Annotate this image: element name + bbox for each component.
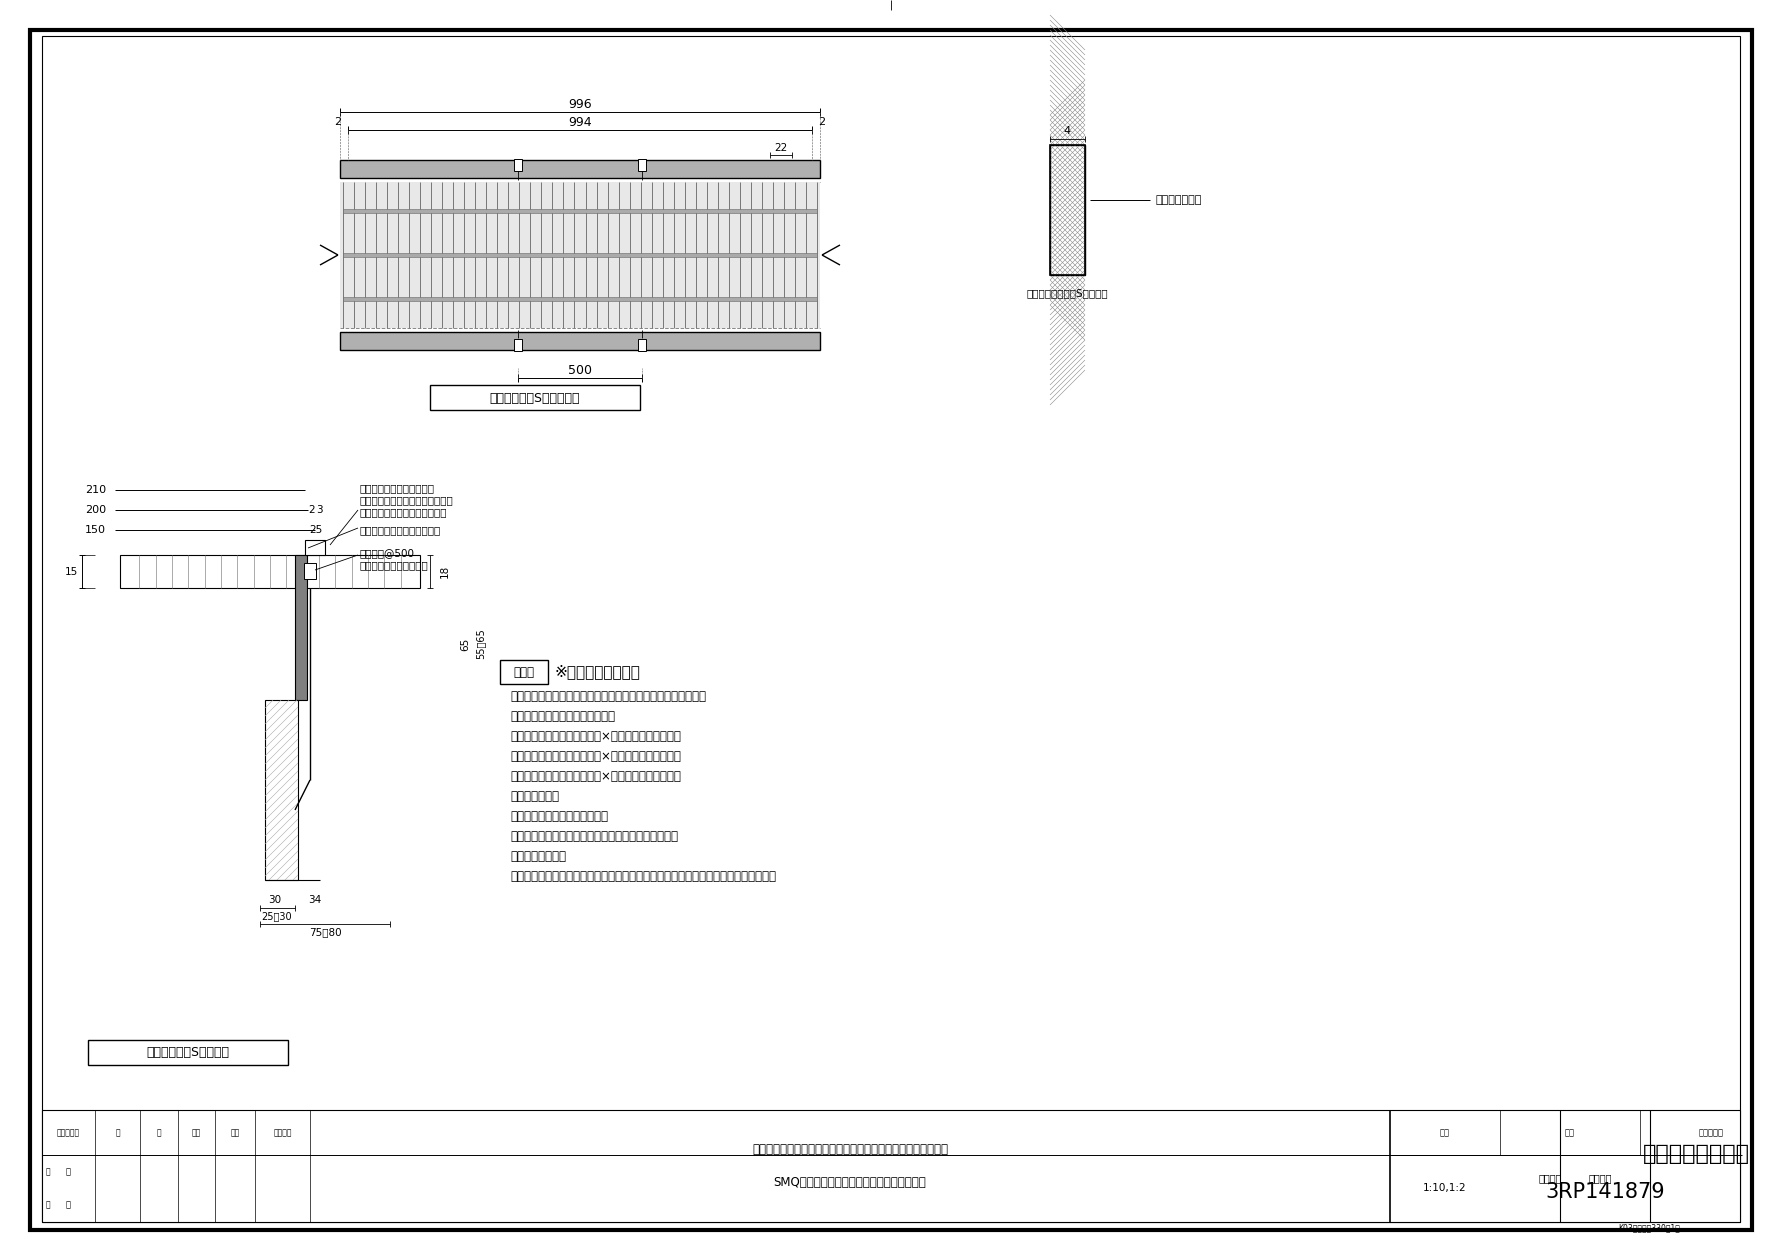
Text: 工事名称: 工事名称: [273, 1128, 292, 1137]
Text: 200: 200: [86, 505, 107, 515]
Bar: [638, 159, 647, 171]
Bar: [342, 297, 816, 301]
Text: 断面詳細図　S＝１：２: 断面詳細図 S＝１：２: [146, 1046, 230, 1060]
Text: 1:10,1:2: 1:10,1:2: [1424, 1183, 1467, 1194]
Text: 65: 65: [460, 637, 470, 651]
Text: 定尺：９９４: 定尺：９９４: [510, 789, 560, 802]
Text: 18: 18: [440, 565, 451, 578]
Text: 150: 150: [86, 525, 105, 535]
Text: 34: 34: [308, 895, 321, 905]
Text: メインバー表面　S＝１：１: メインバー表面 S＝１：１: [1026, 288, 1108, 298]
Text: 210: 210: [86, 485, 107, 495]
Bar: [513, 159, 522, 171]
Bar: [43, 1110, 1739, 1222]
Text: 55〜65: 55〜65: [476, 628, 485, 660]
Text: －: －: [66, 1201, 71, 1210]
Text: 2: 2: [818, 117, 825, 127]
Text: 3RP141879: 3RP141879: [1545, 1182, 1664, 1202]
Text: 縮尺: 縮尺: [1440, 1128, 1451, 1137]
Bar: [340, 183, 820, 329]
Text: クロスバー　ＦＢ３×１０（ＳＵＳ３０４）: クロスバー ＦＢ３×１０（ＳＵＳ３０４）: [510, 749, 681, 763]
Text: 22: 22: [775, 144, 788, 154]
Text: ローレット模様: ローレット模様: [1155, 195, 1201, 205]
Bar: [305, 540, 324, 555]
Bar: [340, 332, 820, 350]
Text: 3: 3: [315, 505, 323, 515]
Bar: [1050, 145, 1085, 274]
Text: ステンレス製受枠　ＲＬ－１５: ステンレス製受枠 ＲＬ－１５: [510, 810, 608, 822]
Text: 滑り止め模様付　横断溝・側溝用: 滑り止め模様付 横断溝・側溝用: [360, 495, 454, 505]
Bar: [305, 563, 315, 579]
Bar: [119, 555, 421, 588]
Text: 2: 2: [308, 505, 315, 515]
Text: カネソウ株式会社: カネソウ株式会社: [1643, 1144, 1750, 1165]
Text: 書: 書: [46, 1201, 50, 1210]
Bar: [87, 1040, 289, 1065]
Text: 石川莉帆: 石川莉帆: [1538, 1173, 1561, 1183]
Text: ステンレス製受枠ＲＬ－１５: ステンレス製受枠ＲＬ－１５: [360, 525, 442, 535]
Text: 996: 996: [568, 97, 592, 111]
Text: 施工場所の状況に合わせて、アンカーをプライヤー等で折り曲げてご使用ください。: 施工場所の状況に合わせて、アンカーをプライヤー等で折り曲げてご使用ください。: [510, 870, 775, 883]
Text: 材質：ステンレス鋼板ｔ＝３．０（ＳＵＳ３０４）: 材質：ステンレス鋼板ｔ＝３．０（ＳＵＳ３０４）: [510, 830, 677, 842]
Bar: [342, 253, 816, 257]
Text: ステンレス製グレーチング　滑り止め模様付　横断溝・側溝用: ステンレス製グレーチング 滑り止め模様付 横断溝・側溝用: [752, 1143, 948, 1156]
Text: 25: 25: [310, 525, 323, 535]
Text: ステンレス製グレーチング　滑り止め模様付　横断溝・側溝用: ステンレス製グレーチング 滑り止め模様付 横断溝・側溝用: [510, 690, 706, 703]
Text: 年・月・日: 年・月・日: [57, 1128, 80, 1137]
Text: 500: 500: [568, 364, 592, 376]
Text: ＳＭＱ　１２０１５（Ｐ＝２２）: ＳＭＱ １２０１５（Ｐ＝２２）: [510, 710, 615, 723]
Bar: [638, 339, 647, 351]
Bar: [501, 660, 549, 684]
Text: 定尺：２０００: 定尺：２０００: [510, 850, 567, 862]
Text: ｔ＝２．０（ＳＥＣＣ）: ｔ＝２．０（ＳＥＣＣ）: [360, 560, 429, 570]
Text: 松崎裕一: 松崎裕一: [1588, 1173, 1611, 1183]
Text: 15: 15: [64, 567, 78, 577]
Text: －: －: [66, 1167, 71, 1176]
Text: サイドバー　ＦＢ４×１５（ＳＵＳ３０４）: サイドバー ＦＢ４×１５（ＳＵＳ３０４）: [510, 769, 681, 783]
Text: SMQ　１２０１５（Ｐ＝２２）＋ＲＬ－１５: SMQ １２０１５（Ｐ＝２２）＋ＲＬ－１５: [773, 1176, 927, 1190]
Text: 仕　様: 仕 様: [513, 666, 535, 679]
Text: 994: 994: [568, 116, 592, 128]
Text: 計: 計: [46, 1167, 50, 1176]
Bar: [513, 339, 522, 351]
Bar: [429, 385, 640, 410]
Text: K03－専用－330（1）: K03－専用－330（1）: [1618, 1224, 1680, 1233]
Text: 2: 2: [335, 117, 342, 127]
Text: 材質：メインバー　ＦＢ４×１５（ＳＵＳ３０４）: 材質：メインバー ＦＢ４×１５（ＳＵＳ３０４）: [510, 729, 681, 743]
Text: 平面詳細図　S＝１：１０: 平面詳細図 S＝１：１０: [490, 392, 581, 404]
Text: 図面: 図面: [1565, 1128, 1575, 1137]
Text: アンカー@500: アンカー@500: [360, 548, 415, 558]
Text: 30: 30: [269, 895, 282, 905]
Text: ※適用荷重：Ｔ－２: ※適用荷重：Ｔ－２: [554, 665, 642, 680]
Text: 作成年月日: 作成年月日: [1698, 1128, 1723, 1137]
Text: 検図: 検図: [230, 1128, 239, 1137]
Text: ステンレス製グレーチング: ステンレス製グレーチング: [360, 483, 435, 494]
Text: 25〜30: 25〜30: [262, 912, 292, 922]
Text: 製図: 製図: [192, 1128, 201, 1137]
Text: 4: 4: [1064, 126, 1071, 136]
Bar: [296, 555, 307, 700]
Text: 75〜80: 75〜80: [308, 927, 342, 937]
Bar: [266, 700, 298, 880]
Bar: [342, 209, 816, 213]
Text: 書: 書: [157, 1128, 162, 1137]
Text: 内: 内: [116, 1128, 119, 1137]
Bar: [340, 160, 820, 178]
Bar: [1050, 145, 1085, 274]
Text: ＳＭＱ１２０１５（Ｐ＝２２）: ＳＭＱ１２０１５（Ｐ＝２２）: [360, 507, 447, 517]
